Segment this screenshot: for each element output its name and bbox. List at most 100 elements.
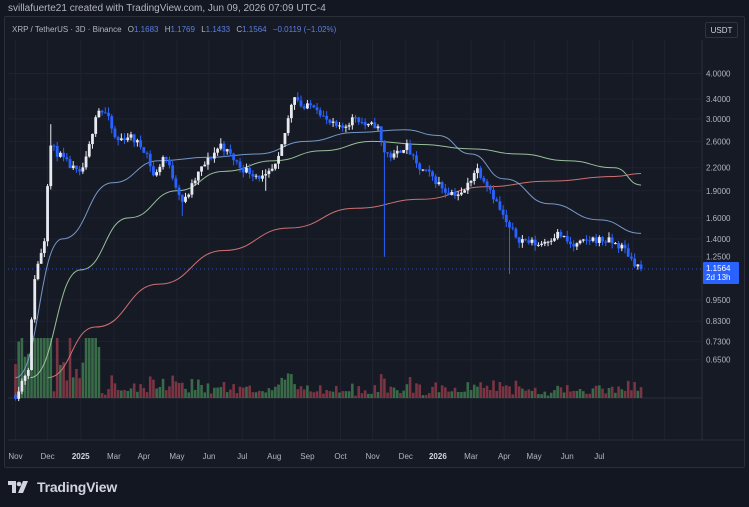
- candle: [354, 114, 357, 123]
- y-tick-label: 1.4000: [706, 235, 731, 244]
- volume-bar: [280, 377, 284, 398]
- volume-bar: [562, 392, 566, 398]
- close-value: 1.1564: [242, 25, 267, 34]
- volume-bar: [405, 384, 409, 398]
- x-tick-label: 2026: [429, 452, 447, 461]
- volume-bar: [75, 368, 78, 398]
- candle-body: [498, 201, 502, 210]
- candle: [212, 147, 216, 163]
- volume-bar: [65, 380, 69, 398]
- candle: [498, 196, 502, 211]
- candle: [360, 117, 364, 125]
- volume-bar: [453, 387, 457, 398]
- candle: [488, 184, 492, 194]
- candle-body: [139, 140, 142, 148]
- candle-body: [565, 235, 569, 242]
- candle: [479, 165, 483, 180]
- candle: [87, 141, 91, 158]
- x-tick-label: Jun: [203, 452, 216, 461]
- candle-body: [613, 243, 617, 245]
- low-label: L: [201, 25, 206, 34]
- volume-bar: [524, 390, 527, 398]
- volume-bar: [296, 389, 300, 398]
- volume-bar: [152, 379, 155, 398]
- candle: [171, 161, 175, 181]
- volume-bar: [572, 390, 575, 398]
- volume-bar: [585, 393, 588, 398]
- candle-body: [219, 143, 223, 149]
- volume-bar: [437, 392, 441, 398]
- volume-bar: [334, 386, 338, 398]
- candle: [383, 140, 386, 257]
- volume-bar: [225, 392, 229, 398]
- candle-body: [318, 110, 322, 116]
- candle: [424, 169, 428, 173]
- candle: [456, 191, 460, 201]
- candle-body: [94, 117, 98, 134]
- price-chart[interactable]: 4.0000 3.4000 3.0000 2.6000 2.2000 1.9000 1.60…: [0, 0, 749, 470]
- candle: [408, 139, 412, 155]
- candle-body: [322, 115, 325, 117]
- volume-bar: [614, 392, 617, 398]
- candle: [20, 378, 24, 395]
- candle: [562, 235, 566, 238]
- candle-body: [283, 133, 287, 145]
- y-tick-label: 0.9500: [706, 296, 731, 305]
- candle: [476, 163, 479, 179]
- volume-bar: [639, 387, 643, 398]
- volume-bar: [421, 395, 425, 398]
- candle: [14, 392, 17, 401]
- volume-bar: [591, 388, 595, 398]
- volume-bar: [408, 377, 412, 398]
- volume-bar: [94, 338, 97, 398]
- symbol-legend[interactable]: XRP / TetherUS · 3D · Binance O1.1683 H1…: [12, 25, 336, 34]
- candle-body: [463, 190, 467, 193]
- volume-bar: [588, 393, 592, 398]
- candle: [75, 165, 78, 173]
- candle-body: [562, 235, 566, 237]
- volume-bar: [431, 386, 434, 398]
- candle: [604, 239, 608, 247]
- volume-bar: [610, 386, 614, 398]
- candle: [126, 133, 130, 143]
- volume-bar: [251, 392, 255, 398]
- candle: [610, 233, 614, 249]
- candle: [254, 173, 258, 180]
- candle-body: [389, 153, 393, 158]
- candle-body: [248, 167, 252, 175]
- y-tick-label: 1.6000: [706, 214, 731, 223]
- candle: [338, 122, 341, 130]
- candle-body: [142, 147, 146, 153]
- candle: [257, 175, 261, 182]
- candle: [597, 235, 601, 247]
- candle: [549, 238, 553, 245]
- volume-bar: [71, 377, 75, 398]
- close-label: C: [236, 25, 243, 34]
- candle: [17, 386, 21, 402]
- volume-bar: [582, 391, 585, 398]
- candle-body: [103, 112, 107, 114]
- candle: [546, 240, 550, 247]
- currency-unit-button[interactable]: USDT: [705, 22, 738, 38]
- x-tick-label: Jul: [237, 452, 247, 461]
- candle-body: [379, 126, 383, 141]
- volume-bar: [322, 393, 325, 398]
- x-tick-label: Nov: [8, 452, 22, 461]
- candle-body: [100, 110, 104, 113]
- x-tick-label: Nov: [366, 452, 380, 461]
- low-value: 1.1433: [205, 25, 231, 34]
- tradingview-logo[interactable]: TradingView: [8, 478, 117, 496]
- x-tick-label: Mar: [464, 452, 478, 461]
- volume-bar: [238, 386, 242, 398]
- candle: [395, 145, 399, 158]
- candle: [97, 108, 101, 118]
- candle-body: [107, 112, 110, 117]
- candle: [235, 159, 239, 165]
- volume-bar: [241, 387, 245, 398]
- volume-bar: [633, 382, 636, 398]
- candle-body: [350, 117, 354, 126]
- volume-bar: [395, 390, 399, 398]
- candle-body: [187, 194, 191, 197]
- candle: [318, 107, 322, 118]
- candle: [363, 118, 367, 130]
